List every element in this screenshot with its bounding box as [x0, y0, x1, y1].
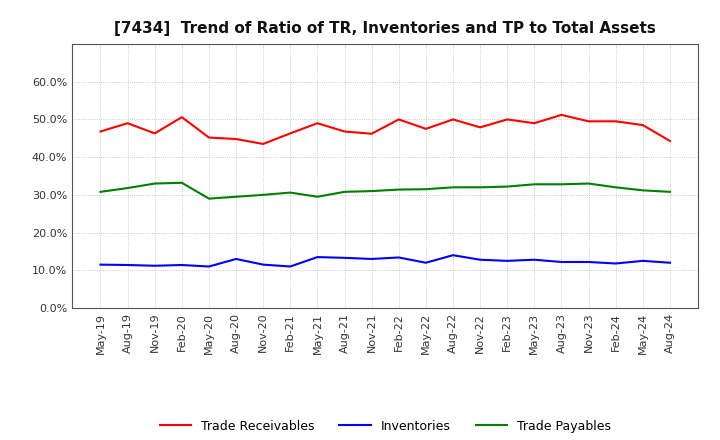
Trade Receivables	[530, 121, 539, 126]
Inventories	[313, 254, 322, 260]
Inventories	[178, 262, 186, 268]
Trade Receivables	[395, 117, 403, 122]
Inventories	[395, 255, 403, 260]
Trade Receivables	[259, 141, 268, 147]
Inventories	[611, 261, 620, 266]
Trade Receivables	[96, 129, 105, 134]
Line: Trade Receivables: Trade Receivables	[101, 115, 670, 144]
Inventories	[530, 257, 539, 262]
Trade Receivables	[584, 119, 593, 124]
Inventories	[96, 262, 105, 267]
Trade Payables	[232, 194, 240, 199]
Trade Payables	[503, 184, 511, 189]
Trade Receivables	[449, 117, 457, 122]
Inventories	[341, 255, 349, 260]
Trade Payables	[665, 189, 674, 194]
Trade Receivables	[341, 129, 349, 134]
Inventories	[204, 264, 213, 269]
Trade Receivables	[611, 119, 620, 124]
Trade Payables	[96, 189, 105, 194]
Trade Receivables	[367, 131, 376, 136]
Trade Receivables	[123, 121, 132, 126]
Trade Receivables	[313, 121, 322, 126]
Trade Payables	[421, 187, 430, 192]
Inventories	[259, 262, 268, 267]
Trade Payables	[367, 188, 376, 194]
Inventories	[150, 263, 159, 268]
Trade Payables	[584, 181, 593, 186]
Title: [7434]  Trend of Ratio of TR, Inventories and TP to Total Assets: [7434] Trend of Ratio of TR, Inventories…	[114, 21, 656, 36]
Trade Payables	[286, 190, 294, 195]
Trade Payables	[313, 194, 322, 199]
Trade Payables	[259, 192, 268, 198]
Trade Payables	[639, 188, 647, 193]
Trade Receivables	[232, 136, 240, 142]
Trade Receivables	[665, 138, 674, 143]
Trade Payables	[611, 185, 620, 190]
Trade Payables	[204, 196, 213, 201]
Inventories	[584, 259, 593, 264]
Trade Payables	[341, 189, 349, 194]
Trade Receivables	[286, 131, 294, 136]
Trade Payables	[178, 180, 186, 185]
Inventories	[232, 257, 240, 262]
Trade Payables	[395, 187, 403, 192]
Inventories	[286, 264, 294, 269]
Line: Inventories: Inventories	[101, 255, 670, 267]
Trade Payables	[557, 182, 566, 187]
Inventories	[557, 259, 566, 264]
Inventories	[449, 253, 457, 258]
Trade Receivables	[178, 114, 186, 120]
Trade Payables	[123, 185, 132, 191]
Inventories	[503, 258, 511, 264]
Trade Receivables	[150, 131, 159, 136]
Trade Payables	[150, 181, 159, 186]
Trade Payables	[476, 185, 485, 190]
Trade Receivables	[421, 126, 430, 132]
Inventories	[476, 257, 485, 262]
Inventories	[123, 262, 132, 268]
Inventories	[421, 260, 430, 265]
Trade Receivables	[204, 135, 213, 140]
Inventories	[665, 260, 674, 265]
Inventories	[639, 258, 647, 264]
Trade Receivables	[476, 125, 485, 130]
Inventories	[367, 257, 376, 262]
Line: Trade Payables: Trade Payables	[101, 183, 670, 198]
Trade Receivables	[639, 122, 647, 128]
Legend: Trade Receivables, Inventories, Trade Payables: Trade Receivables, Inventories, Trade Pa…	[153, 414, 617, 439]
Trade Payables	[449, 185, 457, 190]
Trade Receivables	[557, 112, 566, 117]
Trade Payables	[530, 182, 539, 187]
Trade Receivables	[503, 117, 511, 122]
